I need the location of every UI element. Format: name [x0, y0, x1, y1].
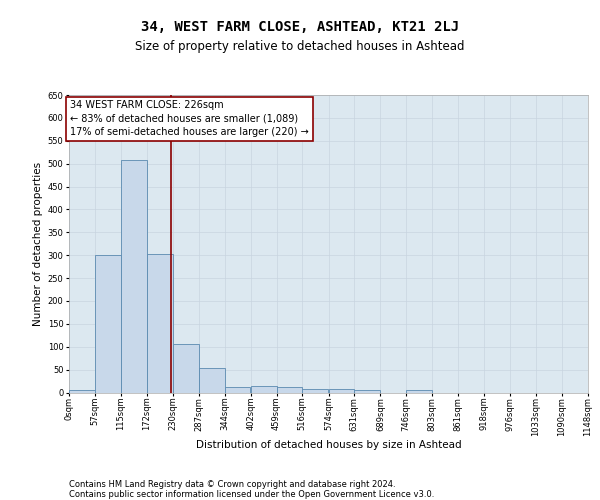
Bar	[406, 390, 432, 392]
Bar	[302, 389, 328, 392]
Bar	[277, 386, 302, 392]
Text: 34, WEST FARM CLOSE, ASHTEAD, KT21 2LJ: 34, WEST FARM CLOSE, ASHTEAD, KT21 2LJ	[141, 20, 459, 34]
Bar	[199, 368, 224, 392]
Bar	[95, 255, 121, 392]
X-axis label: Distribution of detached houses by size in Ashtead: Distribution of detached houses by size …	[196, 440, 461, 450]
Bar	[121, 160, 147, 392]
Bar	[329, 389, 354, 392]
Bar	[147, 254, 173, 392]
Y-axis label: Number of detached properties: Number of detached properties	[34, 162, 43, 326]
Text: Contains public sector information licensed under the Open Government Licence v3: Contains public sector information licen…	[69, 490, 434, 499]
Bar	[251, 386, 277, 392]
Bar	[173, 344, 199, 392]
Bar	[224, 386, 250, 392]
Bar	[354, 390, 380, 392]
Text: Size of property relative to detached houses in Ashtead: Size of property relative to detached ho…	[135, 40, 465, 53]
Text: Contains HM Land Registry data © Crown copyright and database right 2024.: Contains HM Land Registry data © Crown c…	[69, 480, 395, 489]
Bar	[69, 390, 95, 392]
Text: 34 WEST FARM CLOSE: 226sqm
← 83% of detached houses are smaller (1,089)
17% of s: 34 WEST FARM CLOSE: 226sqm ← 83% of deta…	[70, 100, 308, 137]
